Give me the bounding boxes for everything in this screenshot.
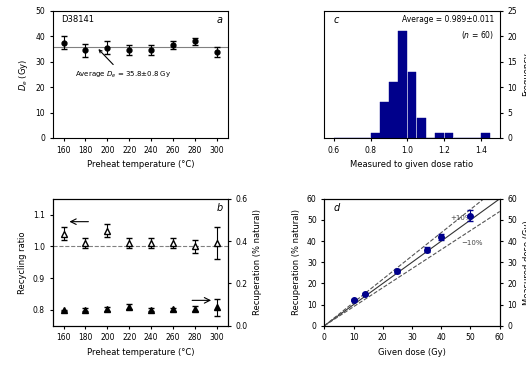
Bar xyxy=(408,72,417,138)
Text: d: d xyxy=(333,203,339,213)
Y-axis label: Measured dose (Gy): Measured dose (Gy) xyxy=(523,220,526,305)
X-axis label: Measured to given dose ratio: Measured to given dose ratio xyxy=(350,160,473,169)
Text: Average = 0.989±0.011: Average = 0.989±0.011 xyxy=(402,15,494,24)
Y-axis label: Recuperation (% natural): Recuperation (% natural) xyxy=(253,209,262,315)
Y-axis label: Recycling ratio: Recycling ratio xyxy=(18,231,27,294)
Bar xyxy=(389,82,398,138)
Bar xyxy=(398,31,407,138)
X-axis label: Given dose (Gy): Given dose (Gy) xyxy=(378,348,446,357)
Y-axis label: Recuperation (% natural): Recuperation (% natural) xyxy=(292,209,301,315)
Text: D38141: D38141 xyxy=(62,15,94,24)
Bar xyxy=(436,133,444,138)
Text: Average $D_e$ = 35.8±0.8 Gy: Average $D_e$ = 35.8±0.8 Gy xyxy=(75,50,171,79)
Text: ($n$ = 60): ($n$ = 60) xyxy=(461,29,494,41)
Bar xyxy=(417,117,426,138)
Bar xyxy=(371,133,380,138)
Text: a: a xyxy=(217,15,222,25)
Text: +10%: +10% xyxy=(450,215,471,221)
X-axis label: Preheat temperature (°C): Preheat temperature (°C) xyxy=(86,348,194,357)
Bar xyxy=(444,133,453,138)
Y-axis label: $D_e$ (Gy): $D_e$ (Gy) xyxy=(17,58,29,90)
Text: b: b xyxy=(216,203,222,213)
Text: c: c xyxy=(333,15,339,25)
Bar xyxy=(380,102,389,138)
Bar xyxy=(481,133,490,138)
X-axis label: Preheat temperature (°C): Preheat temperature (°C) xyxy=(86,160,194,169)
Y-axis label: Frequency: Frequency xyxy=(522,52,526,96)
Text: −10%: −10% xyxy=(462,240,483,246)
